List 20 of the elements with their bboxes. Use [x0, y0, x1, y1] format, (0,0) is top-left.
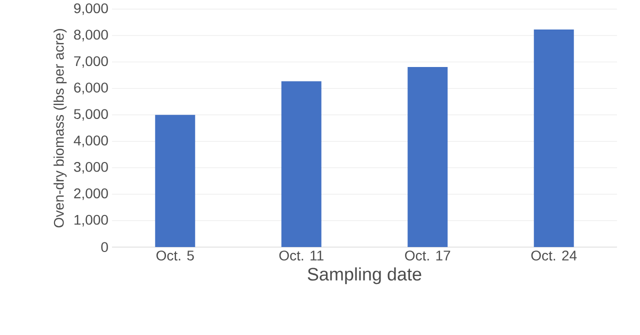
- y-axis-title: Oven-dry biomass (lbs per acre): [54, 28, 67, 228]
- bar: [155, 114, 196, 248]
- y-tick-label: 6,000: [74, 82, 108, 94]
- x-axis-title: Sampling date: [308, 267, 422, 284]
- y-tick-label: 1,000: [74, 214, 108, 226]
- y-tick-label: 2,000: [74, 188, 108, 200]
- y-tick-label: 4,000: [74, 135, 108, 148]
- bar: [534, 29, 574, 248]
- y-tick-label: 3,000: [74, 162, 108, 174]
- y-tick-label: 7,000: [74, 56, 108, 68]
- y-tick-label: 5,000: [74, 109, 108, 121]
- x-tick-label: Oct. 24: [531, 250, 577, 260]
- bar: [281, 81, 322, 248]
- y-tick-label: 0: [101, 242, 108, 252]
- x-tick-label: Oct. 11: [279, 250, 324, 260]
- x-tick-label: Oct. 17: [405, 250, 450, 260]
- y-tick-label: 9,000: [74, 3, 108, 15]
- x-tick-label: Oct. 5: [156, 250, 194, 260]
- bar: [408, 66, 448, 248]
- y-tick-label: 8,000: [74, 30, 108, 42]
